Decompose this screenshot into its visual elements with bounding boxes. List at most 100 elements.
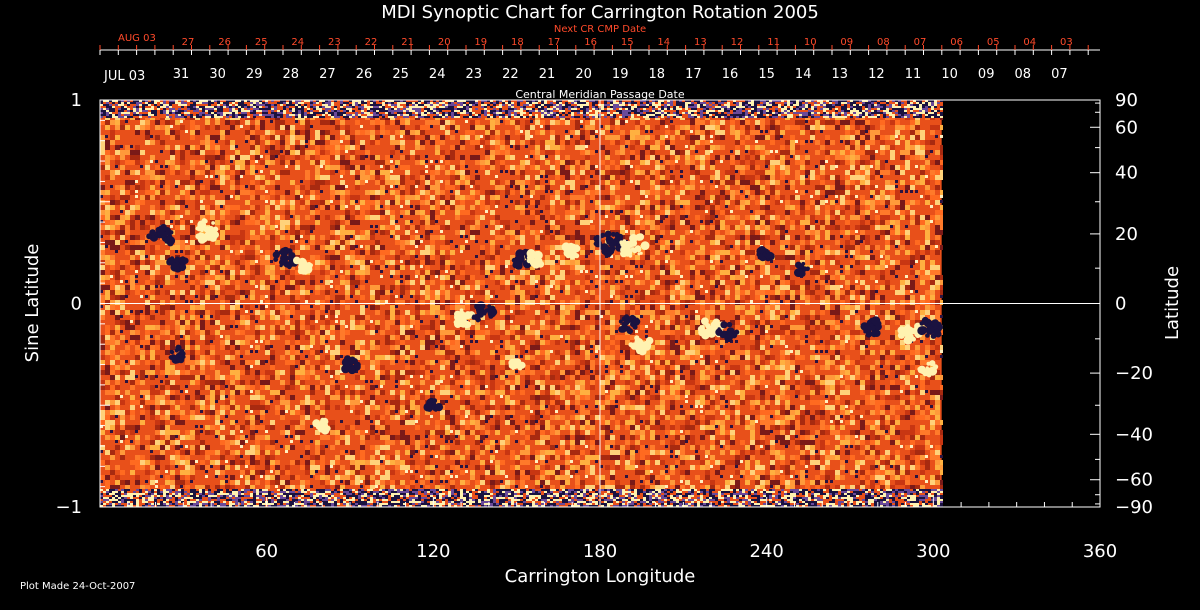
plot-made-footnote: Plot Made 24-Oct-2007 <box>20 581 135 592</box>
top-white-tick-label: 13 <box>832 67 849 82</box>
top-white-tick-label: 24 <box>429 67 446 82</box>
top-white-tick-label: 25 <box>392 67 409 82</box>
top-white-tick-label: 15 <box>758 67 775 82</box>
top-red-tick-label: 26 <box>218 37 231 48</box>
active-region-negative <box>341 355 361 375</box>
top-axis-red-label: Next CR CMP Date <box>554 24 646 35</box>
top-red-tick-label: 04 <box>1023 37 1036 48</box>
top-red-tick-label: 09 <box>840 37 853 48</box>
x-axis-label: Carrington Longitude <box>505 566 696 587</box>
top-red-tick-label: 19 <box>474 37 487 48</box>
top-red-tick-label: 15 <box>621 37 634 48</box>
active-region-positive <box>526 249 545 269</box>
active-region-negative <box>272 246 299 270</box>
active-region-positive <box>508 358 526 371</box>
top-red-tick-label: 11 <box>767 37 780 48</box>
top-white-tick-label: 08 <box>1015 67 1032 82</box>
top-red-tick-label: 08 <box>877 37 890 48</box>
top-white-tick-label: 29 <box>246 67 263 82</box>
top-axis-white: JUL 03 31 30 29 28 27 26 25 24 23 22 21 20 19 18 17 16 1… <box>99 50 1089 101</box>
active-region-negative <box>917 316 943 339</box>
y-right-tick-label: 60 <box>1115 117 1138 138</box>
active-region-positive <box>561 242 581 260</box>
active-region-negative <box>794 261 810 277</box>
top-red-tick-label: 05 <box>987 37 1000 48</box>
chart-title: MDI Synoptic Chart for Carrington Rotati… <box>381 2 819 23</box>
top-red-tick-label: 21 <box>401 37 414 48</box>
top-white-tick-label: 23 <box>466 67 483 82</box>
top-white-tick-label: 10 <box>941 67 958 82</box>
top-white-tick-label: 19 <box>612 67 629 82</box>
top-red-tick-label: 17 <box>548 37 561 48</box>
y-right-tick-label: −40 <box>1115 424 1153 445</box>
top-red-tick-label: 03 <box>1060 37 1073 48</box>
x-tick-label: 300 <box>916 541 950 562</box>
active-region-negative <box>756 246 775 262</box>
top-white-tick-label: 26 <box>356 67 373 82</box>
y-right-tick-label: −60 <box>1115 470 1153 491</box>
south-pole-noise <box>100 489 943 507</box>
y-left-tick-label: 1 <box>71 90 82 111</box>
y-axis-left: 1 0 −1 <box>55 90 110 518</box>
active-region-positive <box>312 417 331 435</box>
active-region-positive <box>628 335 654 356</box>
top-red-tick-label: 14 <box>657 37 670 48</box>
top-white-tick-label: 07 <box>1051 67 1068 82</box>
top-white-tick-label: 16 <box>722 67 739 82</box>
top-axis-white-first-label: JUL 03 <box>103 69 145 84</box>
top-red-tick-label: 16 <box>584 37 597 48</box>
y-axis-right-label: Latitude <box>1162 266 1183 340</box>
x-tick-label: 180 <box>583 541 617 562</box>
top-white-tick-label: 17 <box>685 67 702 82</box>
active-region-negative <box>423 397 444 412</box>
top-white-tick-label: 31 <box>173 67 190 82</box>
top-red-tick-label: 18 <box>511 37 524 48</box>
y-axis-right: 90 60 40 20 0 −20 −40 −60 −90 <box>1090 90 1153 518</box>
top-white-tick-label: 12 <box>868 67 885 82</box>
top-axis-red: Next CR CMP Date AUG 03 27 26 25 24 23 22 21 20… <box>99 24 1100 51</box>
x-tick-label: 60 <box>255 541 278 562</box>
x-tick-label: 120 <box>416 541 450 562</box>
active-region-positive <box>897 322 924 345</box>
north-pole-noise <box>100 100 943 118</box>
top-white-tick-label: 09 <box>978 67 995 82</box>
x-tick-label: 240 <box>749 541 783 562</box>
top-white-tick-label: 14 <box>795 67 812 82</box>
top-white-tick-label: 28 <box>283 67 300 82</box>
magnetogram-image <box>100 100 943 507</box>
active-region-negative <box>593 230 625 258</box>
y-right-tick-label: 90 <box>1115 90 1138 111</box>
active-region-positive <box>917 360 939 378</box>
top-axis-white-label: Central Meridian Passage Date <box>515 88 684 101</box>
active-region-positive <box>293 256 313 275</box>
top-red-tick-label: 22 <box>365 37 378 48</box>
crosshair <box>100 100 1100 507</box>
active-region-positive <box>697 317 726 340</box>
y-left-tick-label: 0 <box>71 294 82 315</box>
top-axis-red-first-label: AUG 03 <box>118 33 156 44</box>
y-right-tick-label: 40 <box>1115 163 1138 184</box>
top-red-tick-label: 10 <box>804 37 817 48</box>
y-right-tick-label: 20 <box>1115 224 1138 245</box>
top-red-tick-label: 23 <box>328 37 341 48</box>
y-right-tick-label: −90 <box>1115 497 1153 518</box>
top-red-tick-label: 25 <box>255 37 268 48</box>
x-tick-label: 360 <box>1083 541 1117 562</box>
active-region-positive <box>195 218 219 244</box>
active-region-negative <box>715 321 740 343</box>
active-region-negative <box>146 223 176 247</box>
top-white-tick-label: 27 <box>319 67 336 82</box>
top-white-tick-label: 20 <box>575 67 592 82</box>
top-white-tick-label: 11 <box>905 67 922 82</box>
top-red-tick-label: 13 <box>694 37 707 48</box>
top-white-tick-label: 30 <box>209 67 226 82</box>
y-left-tick-label: −1 <box>55 497 82 518</box>
active-region-negative <box>168 344 186 364</box>
top-red-tick-label: 12 <box>731 37 744 48</box>
top-red-tick-label: 07 <box>914 37 927 48</box>
top-white-tick-label: 22 <box>502 67 519 82</box>
active-region-negative <box>860 316 882 338</box>
top-white-tick-label: 18 <box>649 67 666 82</box>
top-red-tick-label: 20 <box>438 37 451 48</box>
